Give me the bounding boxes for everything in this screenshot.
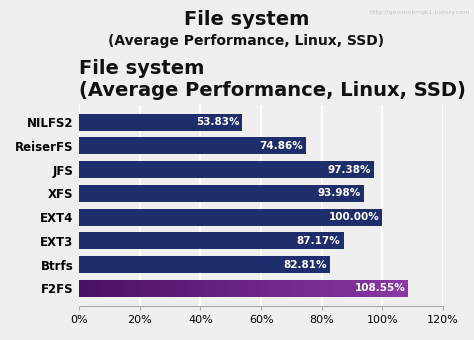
Bar	[326, 280, 330, 297]
Bar	[396, 280, 400, 297]
Bar	[165, 280, 170, 297]
Bar	[301, 280, 305, 297]
Bar	[383, 280, 388, 297]
Bar	[330, 280, 334, 297]
Bar	[248, 280, 252, 297]
Text: 93.98%: 93.98%	[318, 188, 361, 199]
Text: 97.38%: 97.38%	[328, 165, 372, 175]
Bar	[100, 280, 104, 297]
Bar	[343, 280, 346, 297]
Bar	[231, 280, 236, 297]
Bar	[202, 280, 207, 297]
Bar	[334, 280, 338, 297]
Bar	[182, 280, 186, 297]
Bar	[112, 280, 116, 297]
Bar	[87, 280, 91, 297]
Bar	[252, 280, 256, 297]
Bar	[108, 280, 112, 297]
Bar	[170, 280, 174, 297]
Bar	[79, 161, 374, 178]
Bar	[338, 280, 343, 297]
Bar	[268, 280, 273, 297]
Bar	[79, 208, 383, 226]
Bar	[215, 280, 219, 297]
Bar	[244, 280, 248, 297]
Bar	[153, 280, 157, 297]
Bar	[277, 280, 281, 297]
Text: (Average Performance, Linux, SSD): (Average Performance, Linux, SSD)	[109, 34, 384, 48]
Bar	[79, 114, 242, 131]
Bar	[256, 280, 260, 297]
Bar	[305, 280, 310, 297]
Bar	[194, 280, 199, 297]
Bar	[239, 280, 244, 297]
Bar	[128, 280, 133, 297]
Bar	[124, 280, 128, 297]
Bar	[322, 280, 326, 297]
Bar	[318, 280, 322, 297]
Bar	[178, 280, 182, 297]
Bar	[314, 280, 318, 297]
Bar	[227, 280, 231, 297]
Bar	[359, 280, 363, 297]
Bar	[392, 280, 396, 297]
Bar	[346, 280, 351, 297]
Text: 53.83%: 53.83%	[196, 117, 239, 127]
Bar	[264, 280, 268, 297]
Bar	[157, 280, 161, 297]
Bar	[79, 256, 330, 273]
Bar	[388, 280, 392, 297]
Bar	[351, 280, 355, 297]
Bar	[190, 280, 194, 297]
Bar	[293, 280, 297, 297]
Bar	[355, 280, 359, 297]
Bar	[223, 280, 227, 297]
Bar	[79, 185, 364, 202]
Bar	[104, 280, 108, 297]
Bar	[149, 280, 153, 297]
Text: 100.00%: 100.00%	[328, 212, 379, 222]
Bar	[404, 280, 409, 297]
Bar	[174, 280, 178, 297]
Bar	[363, 280, 367, 297]
Bar	[219, 280, 223, 297]
Text: File system: File system	[184, 10, 309, 29]
Bar	[380, 280, 383, 297]
Bar	[83, 280, 87, 297]
Bar	[211, 280, 215, 297]
Text: File system
(Average Performance, Linux, SSD): File system (Average Performance, Linux,…	[79, 59, 466, 100]
Bar	[236, 280, 239, 297]
Bar	[199, 280, 202, 297]
Bar	[371, 280, 375, 297]
Bar	[120, 280, 124, 297]
Bar	[375, 280, 380, 297]
Bar	[145, 280, 149, 297]
Bar	[310, 280, 314, 297]
Bar	[186, 280, 190, 297]
Bar	[400, 280, 404, 297]
Bar	[96, 280, 100, 297]
Bar	[79, 280, 83, 297]
Bar	[297, 280, 301, 297]
Bar	[207, 280, 211, 297]
Bar	[281, 280, 285, 297]
Bar	[137, 280, 141, 297]
Text: http://ginsmokingk1.tistory.com: http://ginsmokingk1.tistory.com	[369, 10, 469, 15]
Text: 108.55%: 108.55%	[355, 283, 405, 293]
Bar	[116, 280, 120, 297]
Bar	[79, 137, 306, 154]
Bar	[161, 280, 165, 297]
Bar	[260, 280, 264, 297]
Bar	[141, 280, 145, 297]
Text: 87.17%: 87.17%	[297, 236, 340, 246]
Bar	[367, 280, 371, 297]
Bar	[285, 280, 289, 297]
Bar	[133, 280, 137, 297]
Text: 82.81%: 82.81%	[284, 259, 327, 270]
Bar	[289, 280, 293, 297]
Bar	[273, 280, 277, 297]
Bar	[79, 232, 344, 249]
Text: 74.86%: 74.86%	[259, 141, 303, 151]
Bar	[91, 280, 96, 297]
